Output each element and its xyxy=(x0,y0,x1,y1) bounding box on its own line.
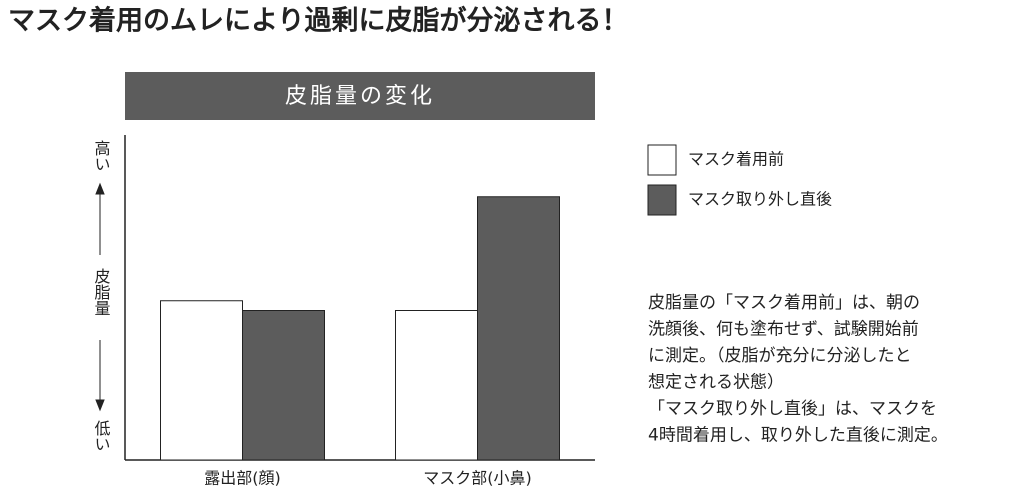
chart-title-box xyxy=(125,72,595,120)
legend-label: マスク取り外し直後 xyxy=(688,190,832,209)
y-arrows xyxy=(95,182,105,412)
chart-title: 皮脂量の変化 xyxy=(285,84,435,109)
bar xyxy=(395,310,478,461)
x-tick-label: マスク部(小鼻) xyxy=(423,469,532,488)
note-line: に測定。（皮脂が充分に分泌したと xyxy=(648,346,912,366)
y-label-top: 高い xyxy=(92,140,111,172)
y-label-bottom: 低い xyxy=(92,420,111,452)
bar xyxy=(160,300,243,461)
note-line: 4時間着用し、取り外した直後に測定。 xyxy=(648,426,948,446)
note-line: 洗顔後、何も塗布せず、試験開始前 xyxy=(648,319,919,340)
y-label: 皮脂量 xyxy=(92,268,111,316)
legend-swatch xyxy=(647,144,677,176)
bar xyxy=(477,196,560,461)
note-line: 「マスク取り外し直後」は、マスクを xyxy=(648,399,937,419)
headline: マスク着用のムレにより過剰に皮脂が分泌される！ xyxy=(8,5,628,37)
legend-swatch xyxy=(647,184,677,216)
x-tick-label: 露出部(顔) xyxy=(204,469,281,488)
bar xyxy=(242,310,325,461)
note-line: 想定される状態） xyxy=(648,373,784,393)
legend-label: マスク着用前 xyxy=(688,150,784,169)
note-line: 皮脂量の「マスク着用前」は、朝の xyxy=(648,293,920,313)
